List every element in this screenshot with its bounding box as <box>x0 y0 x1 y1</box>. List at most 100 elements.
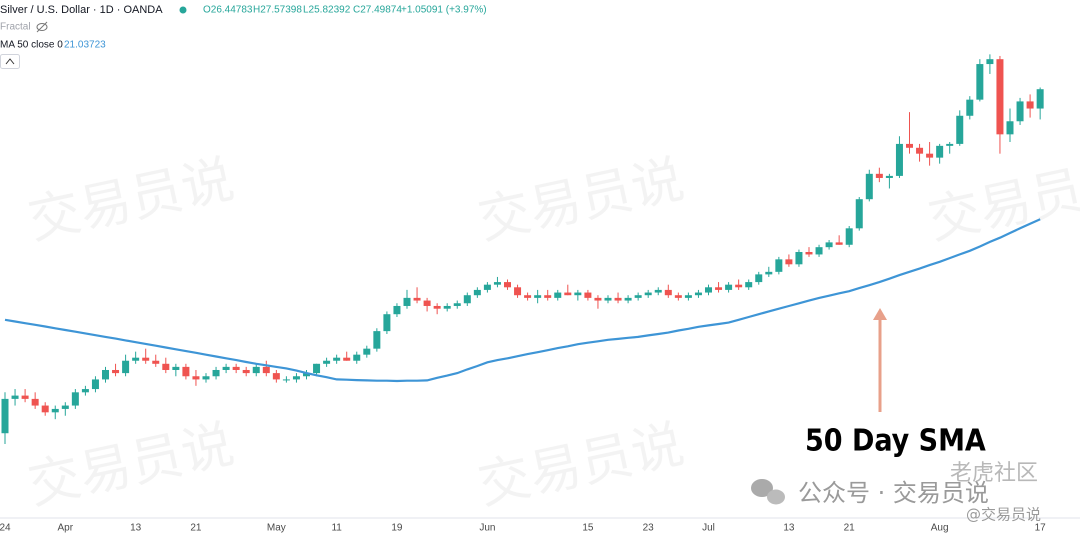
candle-body <box>775 259 783 272</box>
candle-body <box>262 366 270 374</box>
candle-body <box>21 395 29 399</box>
candle-body <box>514 287 522 296</box>
ohlc-open: O26.44783 <box>203 5 253 16</box>
candle-body <box>393 305 401 315</box>
hide-icon[interactable] <box>36 21 48 33</box>
status-dot <box>179 6 187 14</box>
candle-body <box>1026 101 1034 109</box>
candle-body <box>373 331 381 349</box>
watermark: 交易员说 <box>473 149 689 251</box>
candle-body <box>674 295 682 298</box>
candle-body <box>906 143 913 148</box>
candle-body <box>755 274 763 283</box>
ma-line <box>4 218 1041 383</box>
candle-body <box>1016 101 1024 122</box>
candle-body <box>564 292 572 296</box>
candle-body <box>795 252 803 265</box>
candle-body <box>122 360 130 374</box>
candle-body <box>735 284 743 288</box>
candle-body <box>353 354 361 361</box>
watermark: 交易员说 <box>23 414 239 516</box>
candle-body <box>785 259 793 265</box>
candle-body <box>212 369 220 377</box>
x-tick-label: 13 <box>783 523 795 534</box>
watermark: 交易员说 <box>23 149 239 251</box>
footer-mark: 老虎社区 <box>950 461 1038 486</box>
ma-value: 21.03723 <box>64 40 106 51</box>
candle-body <box>604 297 612 301</box>
annotation: 50 Day SMA <box>805 424 986 459</box>
candle-body <box>162 363 170 370</box>
x-tick-label: 15 <box>582 523 594 534</box>
x-tick-label: 13 <box>130 523 142 534</box>
candle-body <box>383 314 391 332</box>
candle-body <box>996 59 1004 135</box>
candle-body <box>142 357 150 361</box>
candle-body <box>895 143 903 176</box>
candle-body <box>1006 121 1014 135</box>
x-tick-label: 11 <box>331 523 342 534</box>
candle-body <box>232 366 240 370</box>
x-tick-label: 23 <box>643 523 655 534</box>
candle-body <box>202 376 210 380</box>
x-tick-label: Jul <box>702 523 715 534</box>
candle-body <box>715 287 723 290</box>
candle-body <box>182 366 190 377</box>
candle-body <box>634 295 642 298</box>
candle-body <box>644 292 652 296</box>
candle-body <box>835 242 843 245</box>
candle-body <box>574 292 582 296</box>
candle-body <box>594 297 602 301</box>
candle-body <box>885 175 893 178</box>
candle-body <box>765 271 773 275</box>
candle-body <box>363 348 371 355</box>
candle-body <box>473 289 481 296</box>
x-tick-label: Jun <box>479 523 495 534</box>
candle-body <box>1 398 9 434</box>
candle-body <box>725 284 733 290</box>
x-tick-label: Apr <box>58 523 74 534</box>
candle-body <box>71 392 79 406</box>
candle-body <box>313 363 321 374</box>
candle-body <box>875 173 883 178</box>
candle-body <box>946 143 954 146</box>
candle-body <box>333 357 341 361</box>
ohlc-change: +1.05091 (+3.97%) <box>401 5 487 16</box>
candle-body <box>584 292 592 298</box>
candle-body <box>31 398 39 406</box>
ohlc-low: L25.82392 <box>303 5 351 16</box>
footer-mark: @交易员说 <box>966 506 1041 524</box>
candle-body <box>81 389 89 393</box>
candle-body <box>51 408 59 413</box>
x-tick-label: 24 <box>0 523 11 534</box>
candle-body <box>524 295 532 298</box>
x-tick-label: 21 <box>844 523 856 534</box>
watermarks: 交易员说交易员说交易员说交易员说交易员说 <box>23 149 1080 516</box>
ohlc-close: C27.49874 <box>353 5 402 16</box>
collapse-button[interactable] <box>0 54 20 69</box>
x-tick-label: 21 <box>190 523 202 534</box>
candle-body <box>534 295 542 298</box>
candle-body <box>463 295 471 304</box>
candle-body <box>544 295 552 298</box>
candle-body <box>956 115 964 144</box>
x-tick-label: Aug <box>931 523 949 534</box>
candle-body <box>654 289 662 293</box>
candle-body <box>865 173 873 200</box>
candle-body <box>61 405 69 409</box>
candle-body <box>242 369 250 374</box>
candle-body <box>11 395 19 399</box>
candle-body <box>323 360 331 364</box>
candle-body <box>272 373 280 380</box>
candle-body <box>815 247 823 255</box>
candle-body <box>102 369 109 380</box>
candle-body <box>453 303 461 306</box>
candle-body <box>694 292 702 296</box>
candle-body <box>132 357 140 361</box>
candle-body <box>936 145 944 158</box>
candle-body <box>292 376 300 380</box>
candle-body <box>413 297 421 301</box>
candle-body <box>303 373 310 377</box>
candle-body <box>805 252 813 255</box>
